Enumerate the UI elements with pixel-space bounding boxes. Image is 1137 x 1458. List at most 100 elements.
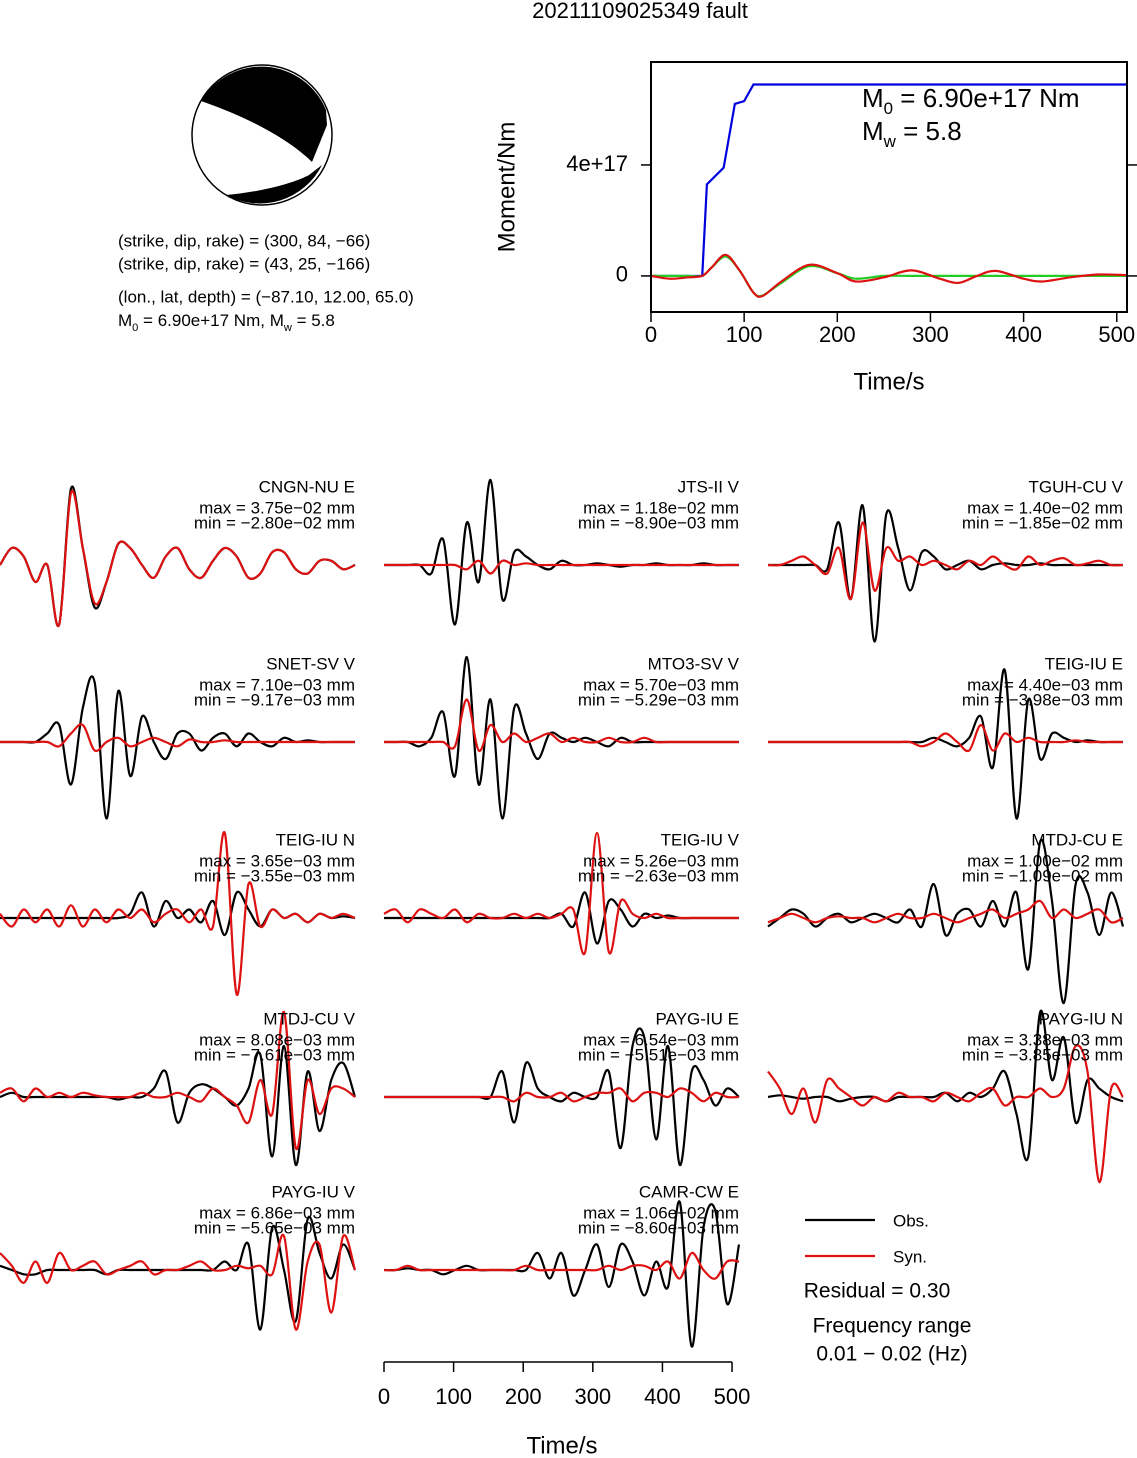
min-label: min = −1.09e−02 mm [962, 866, 1123, 885]
station-label: MTDJ-CU V [263, 1009, 355, 1028]
syn-trace [0, 1233, 357, 1331]
x-axis-label: Time/s [853, 368, 924, 395]
min-label: min = −2.80e−02 mm [194, 513, 355, 532]
syn-trace [383, 698, 739, 752]
obs-trace [767, 504, 1123, 643]
y-tick-label: 0 [616, 262, 628, 287]
min-label: min = −9.17e−03 mm [194, 690, 355, 709]
syn-trace [767, 723, 1123, 753]
syn-trace [383, 559, 739, 575]
syn-trace [0, 723, 355, 753]
station-label: MTDJ-CU E [1031, 830, 1123, 849]
syn-trace [0, 831, 356, 996]
legend-label: Syn. [893, 1247, 927, 1266]
station-label: TEIG-IU E [1045, 654, 1123, 673]
max-label: max = 1.18e−02 mm [583, 498, 739, 517]
residual: Residual = 0.30 [804, 1280, 951, 1303]
max-label: max = 7.10e−03 mm [199, 675, 355, 694]
subscript-text: M0 = 6.90e+17 Nm, Mw = 5.8 [118, 311, 335, 333]
syn-trace [383, 831, 739, 956]
x-tick-label: 100 [435, 1384, 472, 1409]
subscript: w [283, 322, 292, 334]
min-label: min = −5.51e−03 mm [578, 1045, 739, 1064]
subscript: 0 [884, 99, 893, 118]
freq-title: Frequency range [813, 1315, 972, 1338]
syn-trace [767, 521, 1124, 601]
max-label: max = 5.70e−03 mm [583, 675, 739, 694]
text-part: = 6.90e+17 Nm [893, 83, 1079, 113]
text-part: = 6.90e+17 Nm, M [138, 311, 284, 330]
station-label: SNET-SV V [266, 654, 355, 673]
syn-trace [0, 1010, 356, 1151]
plot-frame [650, 61, 1128, 313]
mechanism-line: (strike, dip, rake) = (300, 84, −66) [118, 231, 370, 250]
freq-range: 0.01 − 0.02 (Hz) [816, 1343, 967, 1366]
mechanism-line: (strike, dip, rake) = (43, 25, −166) [118, 254, 370, 273]
min-label: min = −3.98e−03 mm [962, 690, 1123, 709]
max-label: max = 4.40e−03 mm [967, 675, 1123, 694]
x-tick-label: 0 [645, 322, 657, 347]
x-tick-label: 400 [1005, 322, 1042, 347]
text-part: M [862, 116, 884, 146]
syn-trace [767, 1044, 1124, 1184]
y-axis-label: Moment/Nm [493, 122, 520, 253]
syn-trace [0, 489, 356, 628]
x-tick-label: 300 [912, 322, 949, 347]
x-tick-label: 300 [574, 1384, 611, 1409]
max-label: max = 5.26e−03 mm [583, 851, 739, 870]
legend-label: Obs. [893, 1211, 929, 1230]
station-label: PAYG-IU V [272, 1182, 356, 1201]
figure-title: 20211109025349 fault [532, 0, 748, 23]
obs-trace [0, 890, 356, 937]
subscript: 0 [132, 322, 138, 334]
max-label: max = 8.08e−03 mm [199, 1030, 355, 1049]
max-label: max = 6.54e−03 mm [583, 1030, 739, 1049]
text-part: M [118, 311, 132, 330]
obs-trace [383, 1200, 741, 1348]
max-label: max = 1.00e−02 mm [967, 851, 1123, 870]
mechanism-line: (lon., lat, depth) = (−87.10, 12.00, 65.… [118, 287, 414, 306]
text-part: = 5.8 [292, 311, 335, 330]
obs-trace [0, 1044, 357, 1167]
station-label: PAYG-IU N [1039, 1009, 1123, 1028]
x-tick-label: 200 [819, 322, 856, 347]
x-tick-label: 100 [726, 322, 763, 347]
syn-trace [383, 1251, 740, 1280]
x-axis-label: Time/s [526, 1432, 597, 1458]
subscript-text: M0 = 6.90e+17 Nm [862, 83, 1080, 118]
x-tick-label: 0 [378, 1384, 390, 1409]
series-line [650, 253, 1127, 298]
station-label: PAYG-IU E [656, 1009, 739, 1028]
series-line [651, 83, 1127, 278]
min-label: min = −5.65e−03 mm [194, 1218, 355, 1237]
obs-trace [767, 1009, 1124, 1162]
min-label: min = −3.55e−03 mm [194, 866, 355, 885]
min-label: min = −1.85e−02 mm [962, 513, 1123, 532]
station-label: TEIG-IU V [661, 830, 740, 849]
max-label: max = 1.06e−02 mm [583, 1203, 739, 1222]
min-label: min = −3.85e−03 mm [962, 1045, 1123, 1064]
max-label: max = 6.86e−03 mm [199, 1203, 355, 1222]
min-label: min = −8.60e−03 mm [578, 1218, 739, 1237]
min-label: min = −8.90e−03 mm [578, 513, 739, 532]
station-label: TEIG-IU N [276, 830, 355, 849]
x-tick-label: 400 [644, 1384, 681, 1409]
station-label: CNGN-NU E [259, 477, 355, 496]
subscript: w [883, 132, 897, 151]
max-label: max = 1.40e−02 mm [967, 498, 1123, 517]
station-label: CAMR-CW E [639, 1182, 739, 1201]
y-tick-label: 4e+17 [566, 151, 628, 176]
subscript-text: Mw = 5.8 [862, 116, 962, 151]
obs-trace [0, 1215, 357, 1331]
syn-trace [384, 1087, 740, 1103]
min-label: min = −5.29e−03 mm [578, 690, 739, 709]
beachball [191, 64, 333, 206]
max-label: max = 3.38e−03 mm [967, 1030, 1123, 1049]
syn-trace [767, 899, 1124, 924]
text-part: = 5.8 [896, 116, 962, 146]
min-label: min = −2.63e−03 mm [578, 866, 739, 885]
x-tick-label: 500 [714, 1384, 751, 1409]
station-label: MTO3-SV V [648, 654, 740, 673]
max-label: max = 3.75e−02 mm [199, 498, 355, 517]
